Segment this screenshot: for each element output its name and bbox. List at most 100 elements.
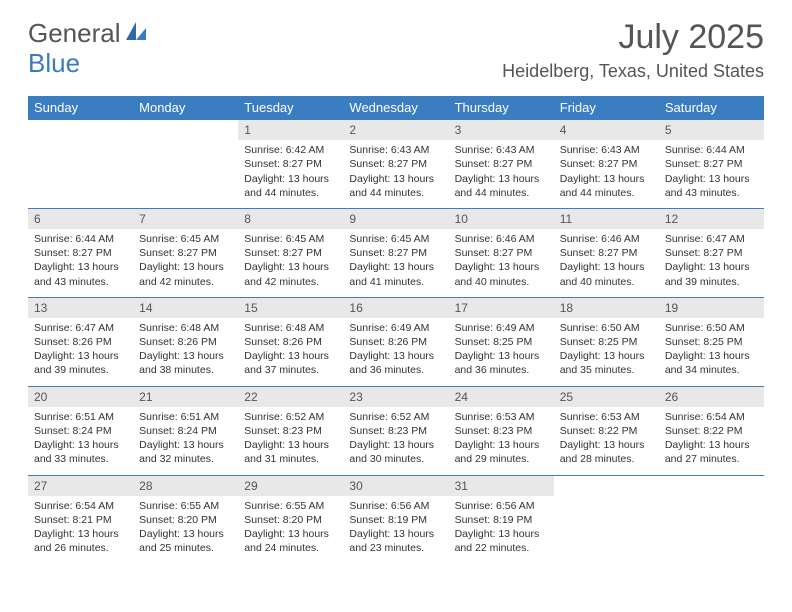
- sunrise-text: Sunrise: 6:42 AM: [244, 143, 337, 157]
- daylight-text: Daylight: 13 hours and 31 minutes.: [244, 438, 337, 466]
- calendar-day: 29Sunrise: 6:55 AMSunset: 8:20 PMDayligh…: [238, 475, 343, 564]
- calendar-day: 25Sunrise: 6:53 AMSunset: 8:22 PMDayligh…: [554, 386, 659, 475]
- day-number: 25: [554, 386, 659, 407]
- day-body: Sunrise: 6:56 AMSunset: 8:19 PMDaylight:…: [449, 496, 554, 564]
- daylight-text: Daylight: 13 hours and 23 minutes.: [349, 527, 442, 555]
- sunrise-text: Sunrise: 6:48 AM: [139, 321, 232, 335]
- sunrise-text: Sunrise: 6:49 AM: [349, 321, 442, 335]
- calendar-day: 8Sunrise: 6:45 AMSunset: 8:27 PMDaylight…: [238, 208, 343, 297]
- brand-part1: General: [28, 18, 121, 49]
- day-number: 6: [28, 208, 133, 229]
- sunset-text: Sunset: 8:26 PM: [244, 335, 337, 349]
- calendar-day: 24Sunrise: 6:53 AMSunset: 8:23 PMDayligh…: [449, 386, 554, 475]
- sunset-text: Sunset: 8:26 PM: [34, 335, 127, 349]
- sunrise-text: Sunrise: 6:45 AM: [349, 232, 442, 246]
- day-number: [28, 119, 133, 140]
- day-body: Sunrise: 6:45 AMSunset: 8:27 PMDaylight:…: [343, 229, 448, 297]
- day-body: Sunrise: 6:51 AMSunset: 8:24 PMDaylight:…: [28, 407, 133, 475]
- day-number: 28: [133, 475, 238, 496]
- brand-part2-wrap: Blue: [28, 48, 80, 79]
- day-body: Sunrise: 6:42 AMSunset: 8:27 PMDaylight:…: [238, 140, 343, 208]
- day-body: Sunrise: 6:45 AMSunset: 8:27 PMDaylight:…: [238, 229, 343, 297]
- day-number: 11: [554, 208, 659, 229]
- sunrise-text: Sunrise: 6:49 AM: [455, 321, 548, 335]
- sunset-text: Sunset: 8:22 PM: [665, 424, 758, 438]
- day-number: 14: [133, 297, 238, 318]
- sunrise-text: Sunrise: 6:51 AM: [34, 410, 127, 424]
- calendar-day: 27Sunrise: 6:54 AMSunset: 8:21 PMDayligh…: [28, 475, 133, 564]
- day-body: Sunrise: 6:52 AMSunset: 8:23 PMDaylight:…: [343, 407, 448, 475]
- sunrise-text: Sunrise: 6:55 AM: [244, 499, 337, 513]
- weekday-header: Saturday: [659, 96, 764, 119]
- day-body: Sunrise: 6:46 AMSunset: 8:27 PMDaylight:…: [554, 229, 659, 297]
- sunset-text: Sunset: 8:27 PM: [560, 157, 653, 171]
- day-body: [659, 496, 764, 558]
- title-block: July 2025 Heidelberg, Texas, United Stat…: [502, 18, 764, 82]
- calendar-body: 1Sunrise: 6:42 AMSunset: 8:27 PMDaylight…: [28, 119, 764, 563]
- calendar-day: 13Sunrise: 6:47 AMSunset: 8:26 PMDayligh…: [28, 297, 133, 386]
- day-body: Sunrise: 6:48 AMSunset: 8:26 PMDaylight:…: [133, 318, 238, 386]
- daylight-text: Daylight: 13 hours and 36 minutes.: [455, 349, 548, 377]
- day-number: 21: [133, 386, 238, 407]
- sunset-text: Sunset: 8:23 PM: [244, 424, 337, 438]
- location-subtitle: Heidelberg, Texas, United States: [502, 61, 764, 82]
- daylight-text: Daylight: 13 hours and 30 minutes.: [349, 438, 442, 466]
- sunrise-text: Sunrise: 6:56 AM: [455, 499, 548, 513]
- calendar-day: 15Sunrise: 6:48 AMSunset: 8:26 PMDayligh…: [238, 297, 343, 386]
- sunrise-text: Sunrise: 6:50 AM: [560, 321, 653, 335]
- day-number: 5: [659, 119, 764, 140]
- weekday-header: Monday: [133, 96, 238, 119]
- day-body: Sunrise: 6:47 AMSunset: 8:26 PMDaylight:…: [28, 318, 133, 386]
- sunset-text: Sunset: 8:27 PM: [665, 246, 758, 260]
- calendar-day: 28Sunrise: 6:55 AMSunset: 8:20 PMDayligh…: [133, 475, 238, 564]
- calendar-week: 27Sunrise: 6:54 AMSunset: 8:21 PMDayligh…: [28, 475, 764, 564]
- sunset-text: Sunset: 8:25 PM: [455, 335, 548, 349]
- day-body: Sunrise: 6:43 AMSunset: 8:27 PMDaylight:…: [449, 140, 554, 208]
- day-number: 18: [554, 297, 659, 318]
- daylight-text: Daylight: 13 hours and 24 minutes.: [244, 527, 337, 555]
- calendar-day: 4Sunrise: 6:43 AMSunset: 8:27 PMDaylight…: [554, 119, 659, 208]
- day-body: [133, 140, 238, 202]
- day-number: 15: [238, 297, 343, 318]
- calendar-day-empty: [133, 119, 238, 208]
- daylight-text: Daylight: 13 hours and 44 minutes.: [455, 172, 548, 200]
- day-number: 17: [449, 297, 554, 318]
- day-number: 1: [238, 119, 343, 140]
- daylight-text: Daylight: 13 hours and 43 minutes.: [665, 172, 758, 200]
- sunrise-text: Sunrise: 6:53 AM: [455, 410, 548, 424]
- sunrise-text: Sunrise: 6:50 AM: [665, 321, 758, 335]
- daylight-text: Daylight: 13 hours and 42 minutes.: [139, 260, 232, 288]
- day-number: 16: [343, 297, 448, 318]
- sunset-text: Sunset: 8:26 PM: [139, 335, 232, 349]
- day-body: Sunrise: 6:56 AMSunset: 8:19 PMDaylight:…: [343, 496, 448, 564]
- calendar-day-empty: [659, 475, 764, 564]
- day-number: 20: [28, 386, 133, 407]
- sunrise-text: Sunrise: 6:47 AM: [34, 321, 127, 335]
- sail-icon: [121, 18, 150, 49]
- daylight-text: Daylight: 13 hours and 40 minutes.: [455, 260, 548, 288]
- sunrise-text: Sunrise: 6:44 AM: [34, 232, 127, 246]
- calendar-day: 12Sunrise: 6:47 AMSunset: 8:27 PMDayligh…: [659, 208, 764, 297]
- day-body: Sunrise: 6:43 AMSunset: 8:27 PMDaylight:…: [343, 140, 448, 208]
- sunrise-text: Sunrise: 6:51 AM: [139, 410, 232, 424]
- sunset-text: Sunset: 8:21 PM: [34, 513, 127, 527]
- day-body: [28, 140, 133, 202]
- daylight-text: Daylight: 13 hours and 44 minutes.: [244, 172, 337, 200]
- sunset-text: Sunset: 8:27 PM: [455, 246, 548, 260]
- day-body: Sunrise: 6:49 AMSunset: 8:25 PMDaylight:…: [449, 318, 554, 386]
- day-number: 3: [449, 119, 554, 140]
- sunset-text: Sunset: 8:20 PM: [244, 513, 337, 527]
- calendar-day: 7Sunrise: 6:45 AMSunset: 8:27 PMDaylight…: [133, 208, 238, 297]
- day-number: 8: [238, 208, 343, 229]
- sunrise-text: Sunrise: 6:46 AM: [560, 232, 653, 246]
- day-body: Sunrise: 6:53 AMSunset: 8:22 PMDaylight:…: [554, 407, 659, 475]
- calendar-day: 22Sunrise: 6:52 AMSunset: 8:23 PMDayligh…: [238, 386, 343, 475]
- day-number: 26: [659, 386, 764, 407]
- calendar-day-empty: [554, 475, 659, 564]
- sunset-text: Sunset: 8:27 PM: [34, 246, 127, 260]
- daylight-text: Daylight: 13 hours and 34 minutes.: [665, 349, 758, 377]
- day-number: 13: [28, 297, 133, 318]
- day-body: Sunrise: 6:48 AMSunset: 8:26 PMDaylight:…: [238, 318, 343, 386]
- daylight-text: Daylight: 13 hours and 36 minutes.: [349, 349, 442, 377]
- weekday-header: Sunday: [28, 96, 133, 119]
